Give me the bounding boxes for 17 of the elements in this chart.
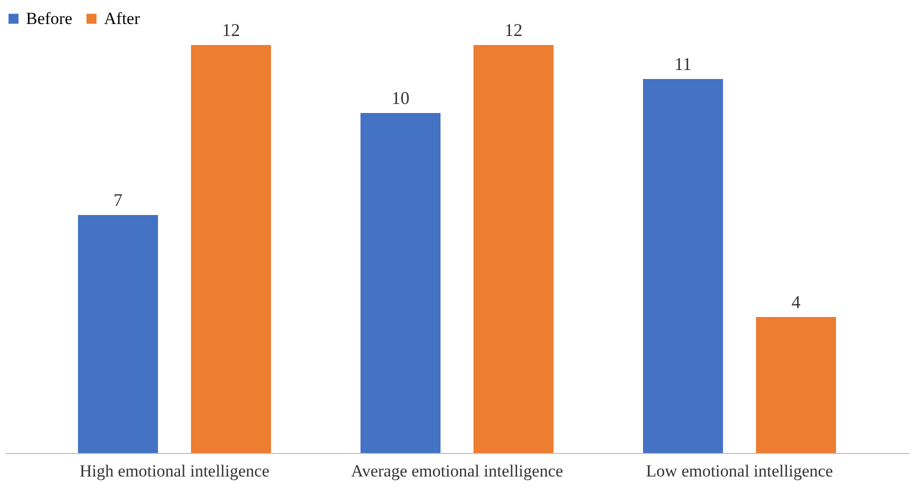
x-tick-label: High emotional intelligence — [80, 462, 270, 480]
data-label: 12 — [504, 20, 522, 40]
x-tick-label: Low emotional intelligence — [646, 462, 833, 480]
bar — [360, 113, 440, 453]
data-label: 4 — [792, 292, 800, 312]
bar — [191, 45, 271, 453]
data-label: 12 — [222, 20, 240, 40]
legend-label: Before — [26, 8, 72, 28]
bar — [78, 215, 158, 453]
legend-label: After — [104, 8, 140, 28]
bar — [643, 79, 723, 453]
bar — [474, 45, 554, 453]
data-label: 7 — [114, 190, 122, 210]
bar — [756, 317, 836, 453]
data-label: 10 — [392, 88, 410, 108]
x-tick-label: Average emotional intelligence — [350, 462, 564, 480]
data-label: 11 — [674, 54, 692, 74]
